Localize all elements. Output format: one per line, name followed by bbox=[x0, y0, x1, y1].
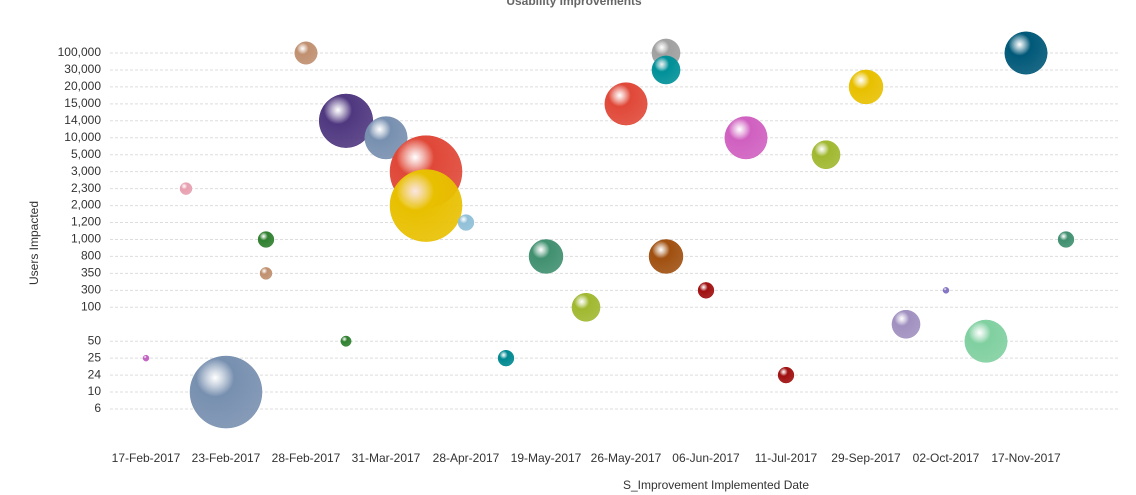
y-tick-label: 6 bbox=[94, 401, 101, 415]
x-axis-title: S_Improvement Implemented Date bbox=[623, 478, 809, 492]
y-tick-label: 100 bbox=[81, 299, 101, 313]
x-tick-label: 31-Mar-2017 bbox=[352, 451, 421, 465]
bubble bbox=[257, 231, 275, 248]
x-tick-label: 17-Nov-2017 bbox=[991, 451, 1061, 465]
y-tick-label: 20,000 bbox=[64, 79, 101, 93]
bubble bbox=[1004, 31, 1048, 75]
bubble bbox=[604, 82, 648, 126]
y-tick-label: 10,000 bbox=[64, 130, 101, 144]
y-tick-label: 25 bbox=[88, 350, 102, 364]
bubble bbox=[571, 292, 601, 322]
y-tick-label: 15,000 bbox=[64, 96, 101, 110]
bubble bbox=[648, 239, 684, 274]
bubble bbox=[142, 354, 150, 362]
y-tick-label: 2,000 bbox=[71, 198, 101, 212]
x-tick-label: 17-Feb-2017 bbox=[112, 451, 181, 465]
bubble bbox=[389, 169, 463, 242]
bubble bbox=[724, 116, 768, 160]
y-tick-label: 3,000 bbox=[71, 164, 101, 178]
x-tick-label: 19-May-2017 bbox=[511, 451, 582, 465]
y-tick-label: 1,000 bbox=[71, 232, 101, 246]
bubble bbox=[651, 55, 681, 85]
y-tick-label: 350 bbox=[81, 266, 101, 280]
bubble bbox=[891, 309, 921, 339]
bubble bbox=[179, 182, 193, 195]
y-tick-label: 24 bbox=[88, 367, 102, 381]
x-tick-label: 28-Apr-2017 bbox=[433, 451, 500, 465]
chart-title: Usability Improvements bbox=[506, 0, 642, 8]
bubble bbox=[697, 282, 715, 299]
x-tick-label: 11-Jul-2017 bbox=[755, 451, 818, 465]
y-tick-label: 10 bbox=[88, 384, 102, 398]
y-tick-label: 14,000 bbox=[64, 113, 101, 127]
bubble bbox=[848, 69, 884, 105]
bubble bbox=[811, 140, 841, 170]
y-tick-label: 2,300 bbox=[71, 181, 101, 195]
y-tick-label: 1,200 bbox=[71, 215, 101, 229]
bubble bbox=[777, 366, 795, 384]
bubble bbox=[294, 41, 318, 65]
bubble bbox=[364, 116, 408, 160]
y-tick-label: 300 bbox=[81, 283, 101, 297]
bubble bbox=[318, 93, 374, 148]
y-tick-label: 30,000 bbox=[64, 62, 101, 76]
bubble bbox=[528, 239, 564, 274]
bubble bbox=[259, 267, 273, 280]
bubble bbox=[340, 335, 352, 347]
bubble bbox=[189, 355, 263, 429]
x-tick-label: 02-Oct-2017 bbox=[913, 451, 980, 465]
y-tick-label: 50 bbox=[88, 333, 102, 347]
bubble bbox=[942, 287, 950, 294]
bubble bbox=[1057, 231, 1075, 248]
x-tick-label: 06-Jun-2017 bbox=[672, 451, 740, 465]
y-tick-label: 5,000 bbox=[71, 147, 101, 161]
x-tick-label: 26-May-2017 bbox=[591, 451, 662, 465]
y-tick-label: 800 bbox=[81, 249, 101, 263]
bubble bbox=[457, 214, 475, 231]
y-tick-label: 100,000 bbox=[58, 45, 102, 59]
bubble bbox=[497, 349, 515, 367]
x-tick-label: 28-Feb-2017 bbox=[272, 451, 341, 465]
bubble bbox=[964, 319, 1008, 363]
x-tick-label: 23-Feb-2017 bbox=[192, 451, 261, 465]
x-tick-label: 29-Sep-2017 bbox=[831, 451, 901, 465]
y-axis-title: Users Impacted bbox=[27, 201, 41, 285]
